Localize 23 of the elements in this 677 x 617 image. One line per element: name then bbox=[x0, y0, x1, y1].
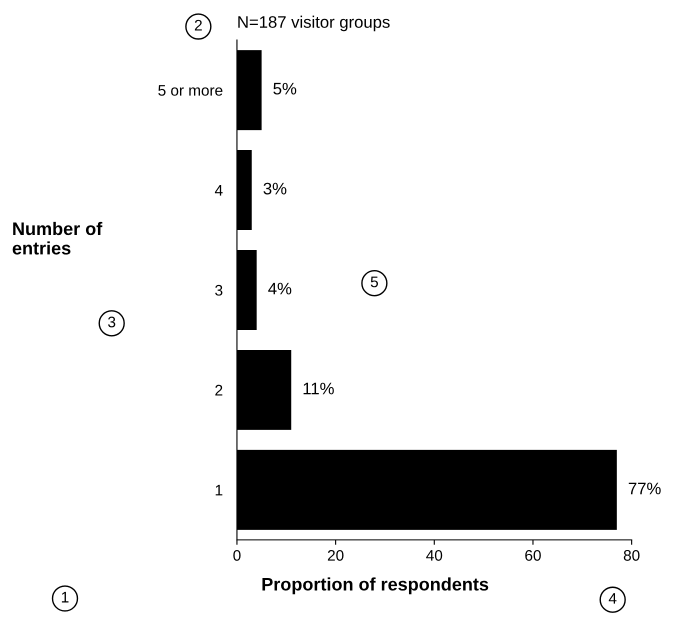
y-axis-title: Number of entries bbox=[12, 222, 102, 255]
y-tick-label: 2 bbox=[215, 384, 222, 396]
x-tick-label: 80 bbox=[624, 550, 640, 561]
y-tick-label: 3 bbox=[215, 284, 222, 296]
x-tick-label: 20 bbox=[328, 550, 344, 561]
text: 2 bbox=[194, 20, 202, 30]
data-label: 4% bbox=[268, 282, 292, 294]
y-tick-label: 4 bbox=[214, 185, 223, 196]
data-label: 11% bbox=[304, 382, 334, 394]
x-tick-label: 60 bbox=[525, 550, 541, 561]
y-tick-label: 1 bbox=[216, 484, 222, 496]
annotation: 5 bbox=[370, 276, 378, 288]
y-tick-label: 5 or more bbox=[158, 85, 222, 96]
text: 1 bbox=[62, 592, 68, 602]
text: 4 bbox=[608, 593, 616, 604]
x-axis-title: Proportion of respondents bbox=[262, 577, 488, 594]
text: 3 bbox=[108, 316, 116, 328]
text: N=187 visitor groups bbox=[238, 16, 390, 32]
data-label: 3% bbox=[263, 182, 286, 195]
x-tick-label: 0 bbox=[233, 550, 241, 561]
data-label: 77% bbox=[628, 482, 661, 494]
x-tick-label: 40 bbox=[426, 550, 442, 561]
data-label: 5% bbox=[273, 82, 296, 95]
